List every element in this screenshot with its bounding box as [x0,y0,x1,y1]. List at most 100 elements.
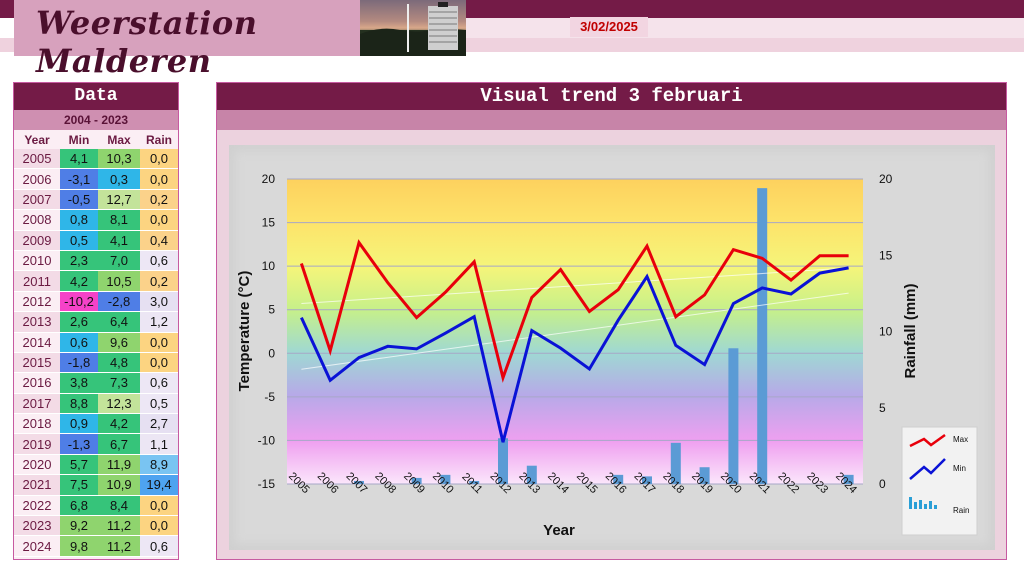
y2-tick-label: 20 [879,172,893,186]
y-tick-label: -15 [258,477,276,491]
y2-tick-label: 0 [879,477,886,491]
cell-rain: 0,2 [140,189,178,211]
cell-max: 11,2 [98,535,140,557]
y2-axis-label: Rainfall (mm) [902,283,919,378]
data-row: 2011 4,2 10,5 0,2 [14,270,178,292]
cell-max: 4,8 [98,352,140,374]
col-rain-header: Rain [140,130,178,149]
y-tick-label: -10 [258,433,276,447]
rain-bar [498,438,508,484]
series-line-min [300,266,849,443]
cell-rain: 0,5 [140,393,178,415]
legend-rain-swatch [909,497,937,509]
y2-tick-label: 10 [879,325,893,339]
legend-min-label: Min [953,464,966,473]
cell-year: 2008 [14,209,60,231]
rain-bar [354,480,364,484]
cell-min: -3,1 [60,168,98,190]
rain-bar [469,480,480,484]
cell-max: 7,0 [98,250,140,272]
x-axis-label: Year [543,522,575,539]
y2-tick-label: 15 [879,248,893,262]
cell-year: 2019 [14,433,60,455]
data-row: 2024 9,8 11,2 0,6 [14,535,178,557]
y2-tick-label: 5 [879,401,886,415]
cell-min: -10,2 [60,291,98,313]
cell-rain: 1,1 [140,433,178,455]
cell-rain: 0,6 [140,372,178,394]
cell-min: 8,8 [60,393,98,415]
cell-year: 2021 [14,474,60,496]
cell-rain: 0,0 [140,495,178,517]
cell-year: 2010 [14,250,60,272]
data-row: 2014 0,6 9,6 0,0 [14,332,178,353]
rain-bar [440,474,451,484]
cell-min: 4,2 [60,270,98,292]
rain-bar [670,442,681,484]
data-row: 2019 -1,3 6,7 1,1 [14,433,178,455]
rain-bar [728,348,739,484]
cell-min: 4,1 [60,149,98,170]
header-mid-band [466,18,1024,38]
data-row: 2022 6,8 8,4 0,0 [14,495,178,517]
y-tick-label: 10 [262,259,276,273]
cell-rain: 0,0 [140,149,178,170]
cell-max: 4,1 [98,230,140,251]
series-line-max [299,239,849,383]
cell-max: 11,2 [98,515,140,537]
rain-bar [613,474,624,484]
site-title: Weerstation Malderen [36,4,258,80]
cell-max: 11,9 [98,454,140,476]
data-row: 2009 0,5 4,1 0,4 [14,230,178,251]
cell-min: 9,8 [60,535,98,557]
trend-line-min [301,292,849,370]
data-row: 2007 -0,5 12,7 0,2 [14,189,178,211]
cell-year: 2006 [14,168,60,190]
cell-rain: 0,0 [140,209,178,231]
rain-bar [699,467,710,484]
data-row: 2023 9,2 11,2 0,0 [14,515,178,537]
cell-year: 2023 [14,515,60,537]
col-year-header: Year [14,130,60,149]
chart-panel: Visual trend 3 februari -15- [216,82,1007,560]
cell-max: 10,9 [98,474,140,496]
cell-max: 8,1 [98,209,140,231]
legend-min-swatch [909,458,946,480]
col-min-header: Min [60,130,98,149]
cell-min: -1,8 [60,352,98,374]
cell-rain: 0,2 [140,270,178,292]
cell-rain: 3,0 [140,291,178,313]
cell-year: 2012 [14,291,60,313]
cell-max: 10,3 [98,149,140,170]
cell-year: 2022 [14,495,60,517]
rain-bar [411,477,422,484]
cell-max: 6,4 [98,311,140,333]
cell-rain: 8,9 [140,454,178,476]
data-row: 2008 0,8 8,1 0,0 [14,209,178,231]
data-row: 2010 2,3 7,0 0,6 [14,250,178,272]
cell-rain: 0,4 [140,230,178,251]
data-row: 2016 3,8 7,3 0,6 [14,372,178,394]
cell-min: 3,8 [60,372,98,394]
data-row: 2017 8,8 12,3 0,5 [14,393,178,415]
cell-rain: 19,4 [140,474,178,496]
cell-year: 2020 [14,454,60,476]
cell-year: 2018 [14,413,60,435]
data-table: Year Min Max Rain 2005 4,1 10,3 0,0 2006 -3,1… [14,130,178,557]
cell-min: 2,3 [60,250,98,272]
header-photo [360,0,466,56]
chart-legend: Max Min Rain [901,426,978,536]
rain-bar [757,188,768,484]
legend-max-label: Max [953,435,968,444]
legend-rain-label: Rain [953,506,969,515]
col-max-header: Max [98,130,140,149]
cell-rain: 1,2 [140,311,178,333]
site-logo[interactable]: Weerstation Malderen [14,0,360,80]
header-photo-image [360,2,466,56]
data-row: 2006 -3,1 0,3 0,0 [14,168,178,190]
cell-min: 7,5 [60,474,98,496]
cell-rain: 2,7 [140,413,178,435]
cell-rain: 0,0 [140,515,178,537]
cell-min: 0,8 [60,209,98,231]
